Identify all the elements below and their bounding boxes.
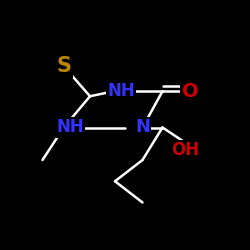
Text: NH: NH xyxy=(56,118,84,136)
Text: N: N xyxy=(135,118,150,136)
Text: O: O xyxy=(182,82,198,101)
Text: NH: NH xyxy=(108,82,135,100)
Text: OH: OH xyxy=(171,141,199,159)
Text: S: S xyxy=(56,56,71,76)
